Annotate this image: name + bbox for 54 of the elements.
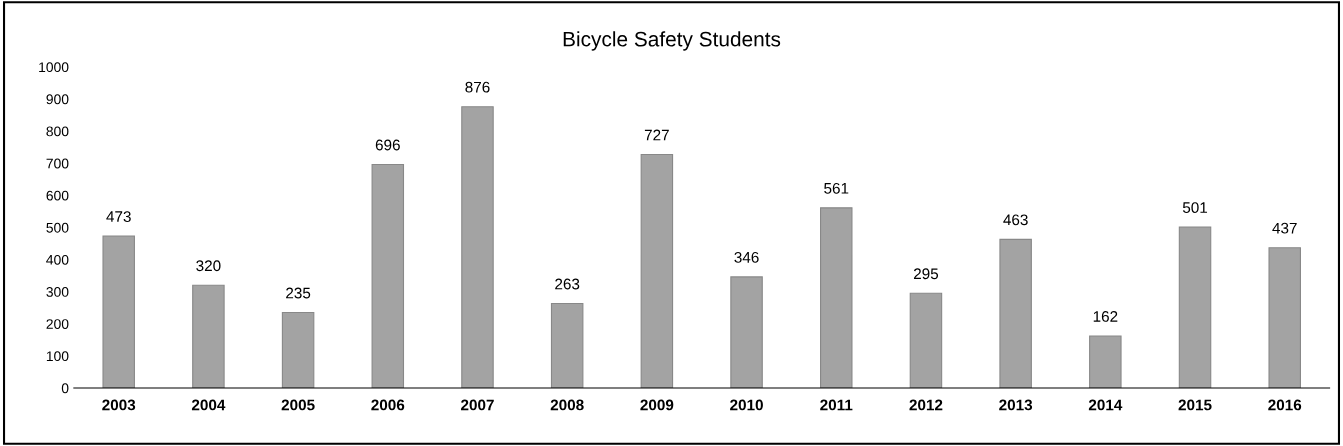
y-tick-label: 500 (46, 222, 69, 233)
data-label: 263 (555, 278, 580, 290)
x-tick-label: 2010 (730, 399, 763, 411)
bar (371, 163, 405, 389)
data-label: 437 (1272, 222, 1297, 234)
x-tick-label: 2005 (281, 399, 315, 411)
bar (640, 154, 674, 389)
bar (1089, 335, 1122, 389)
x-tick-label: 2012 (909, 399, 943, 411)
y-tick-label: 800 (46, 126, 69, 137)
data-label: 162 (1093, 311, 1118, 322)
x-tick-label: 2011 (820, 399, 853, 411)
x-tick-label: 2007 (461, 399, 494, 411)
x-tick-label: 2003 (102, 399, 136, 411)
data-label: 727 (644, 129, 669, 141)
x-tick-label: 2008 (550, 399, 584, 411)
bar (550, 303, 584, 389)
data-label: 295 (913, 268, 939, 280)
x-tick-label: 2015 (1178, 399, 1212, 411)
x-tick-label: 2006 (371, 399, 405, 411)
bar (102, 235, 135, 389)
bar (820, 207, 853, 389)
bar (461, 106, 494, 389)
x-tick-label: 2004 (191, 399, 226, 411)
chart-title: Bicycle Safety Students (563, 31, 781, 51)
x-tick-label: 2014 (1088, 399, 1123, 411)
data-label: 235 (286, 287, 311, 299)
bar (1268, 247, 1301, 389)
bar (999, 238, 1032, 389)
bar (281, 312, 315, 389)
data-label: 463 (1003, 214, 1028, 226)
data-label: 561 (824, 182, 849, 194)
y-tick-label: 100 (46, 351, 69, 362)
x-tick-label: 2013 (999, 399, 1033, 411)
bar (192, 284, 225, 389)
y-tick-label: 1000 (39, 62, 69, 73)
x-tick-label: 2016 (1268, 399, 1302, 411)
data-label: 346 (734, 251, 759, 263)
y-tick-label: 200 (46, 319, 69, 329)
y-tick-label: 600 (46, 190, 69, 201)
y-tick-label: 400 (46, 254, 69, 265)
y-tick-label: 300 (46, 287, 69, 297)
data-label: 696 (375, 139, 400, 151)
bar (1178, 226, 1212, 389)
bar (909, 292, 943, 389)
y-tick-label: 700 (46, 158, 69, 169)
data-label: 876 (465, 81, 490, 93)
y-tick-label: 0 (61, 383, 69, 394)
data-label: 320 (196, 260, 221, 272)
bar (730, 276, 763, 389)
data-label: 473 (106, 211, 131, 222)
y-tick-label: 900 (46, 94, 69, 105)
data-label: 501 (1182, 202, 1208, 214)
x-tick-label: 2009 (640, 399, 674, 411)
